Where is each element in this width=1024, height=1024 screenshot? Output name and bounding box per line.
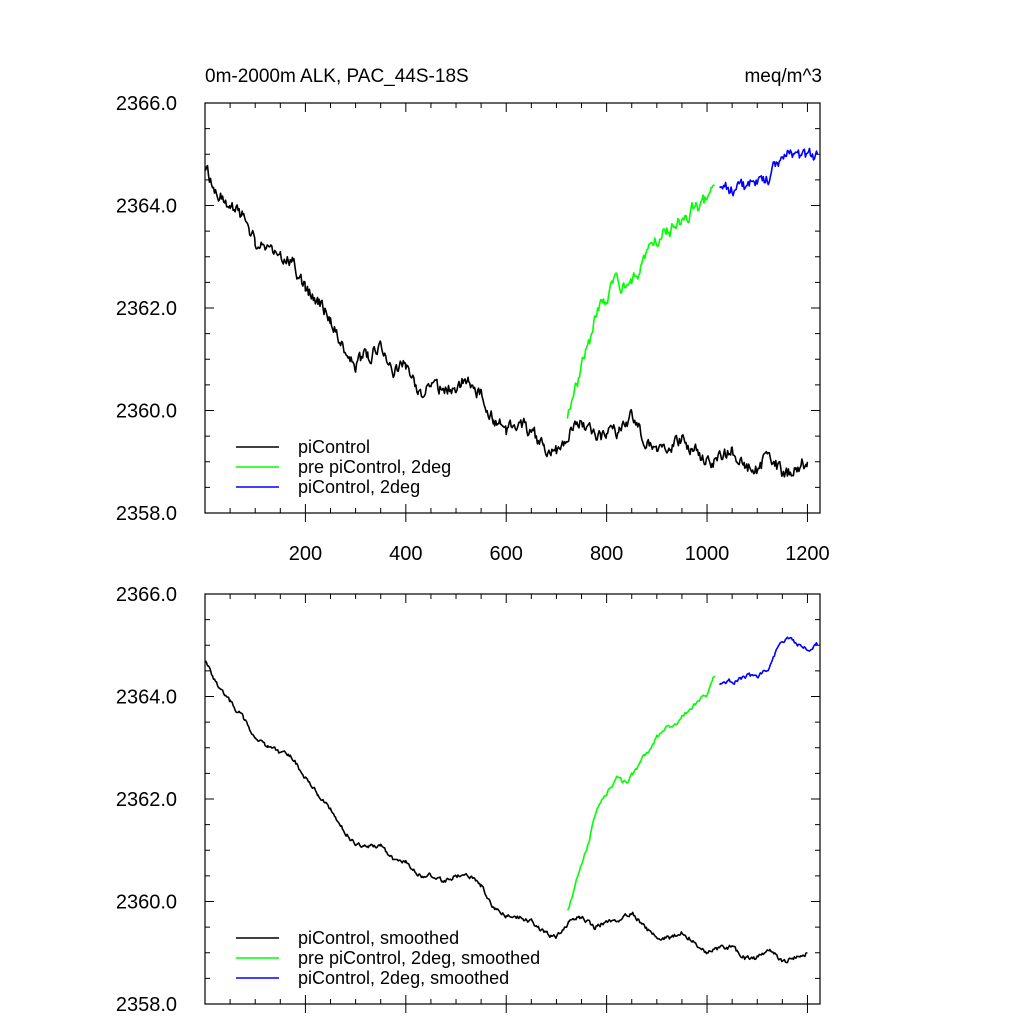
x-tick-label: 1000	[685, 543, 730, 565]
series-line-picontrol-2deg-smoothed	[718, 636, 819, 686]
legend-label-picontrol-2deg: piControl, 2deg	[298, 477, 420, 497]
x-tick-label: 600	[490, 543, 523, 565]
x-tick-label: 400	[389, 543, 422, 565]
series-line-pre-picontrol-2deg	[566, 184, 715, 419]
x-tick-label: 1200	[785, 543, 830, 565]
y-tick-label: 2360.0	[116, 892, 177, 914]
series-line-picontrol	[205, 164, 809, 478]
y-tick-label: 2358.0	[116, 503, 177, 525]
chart-panel-1: 2358.0 2360.0 2362.0 2364.0 2366.0 200 400 600 8…	[116, 93, 830, 565]
legend-label-pre-picontrol-2deg: pre piControl, 2deg	[298, 457, 451, 477]
x-tick-label: 200	[289, 543, 322, 565]
chart-panel-2: 2358.0 2360.0 2362.0 2364.0 2366.0 piControl,…	[116, 584, 821, 1016]
y-tick-label: 2364.0	[116, 687, 177, 709]
legend-label-pre-picontrol-2deg-smoothed: pre piControl, 2deg, smoothed	[298, 948, 540, 968]
x-tick-label: 800	[590, 543, 623, 565]
series-line-picontrol-smoothed	[205, 660, 808, 964]
series-line-pre-picontrol-2deg-smoothed	[566, 675, 716, 911]
chart-title: 0m-2000m ALK, PAC_44S-18S	[205, 66, 469, 87]
legend-label-picontrol-smoothed: piControl, smoothed	[298, 928, 459, 948]
y-tick-label: 2362.0	[116, 298, 177, 320]
y-tick-label: 2358.0	[116, 994, 177, 1016]
y-tick-label: 2364.0	[116, 196, 177, 218]
y-tick-label: 2366.0	[116, 93, 177, 115]
units-label: meq/m^3	[744, 66, 822, 87]
legend-label-picontrol-2deg-smoothed: piControl, 2deg, smoothed	[298, 968, 509, 988]
series-line-picontrol-2deg	[719, 147, 819, 197]
y-tick-label: 2366.0	[116, 584, 177, 606]
legend-label-picontrol: piControl	[298, 437, 370, 457]
y-tick-label: 2360.0	[116, 401, 177, 423]
y-tick-label: 2362.0	[116, 789, 177, 811]
